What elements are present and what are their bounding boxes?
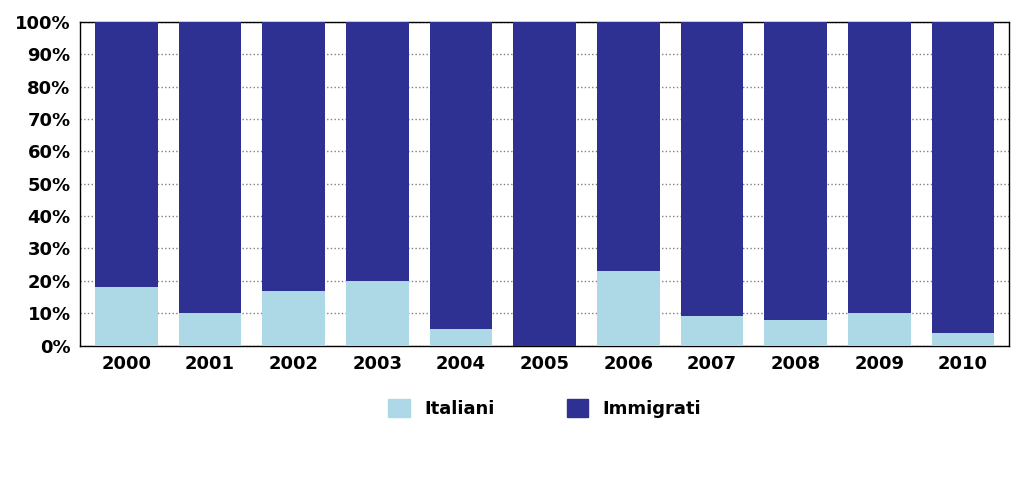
- Bar: [178, 313, 242, 345]
- Bar: [95, 287, 158, 345]
- Legend: Italiani, Immigrati: Italiani, Immigrati: [379, 390, 711, 427]
- Bar: [262, 290, 325, 345]
- Bar: [513, 22, 577, 345]
- Bar: [597, 271, 659, 345]
- Bar: [430, 329, 493, 345]
- Bar: [848, 22, 910, 313]
- Bar: [178, 22, 242, 313]
- Bar: [430, 22, 493, 329]
- Bar: [95, 22, 158, 287]
- Bar: [346, 281, 409, 345]
- Bar: [597, 22, 659, 271]
- Bar: [346, 22, 409, 281]
- Bar: [932, 332, 994, 345]
- Bar: [681, 316, 743, 345]
- Bar: [262, 22, 325, 290]
- Bar: [764, 320, 827, 345]
- Bar: [681, 22, 743, 316]
- Bar: [932, 22, 994, 332]
- Bar: [848, 313, 910, 345]
- Bar: [764, 22, 827, 320]
